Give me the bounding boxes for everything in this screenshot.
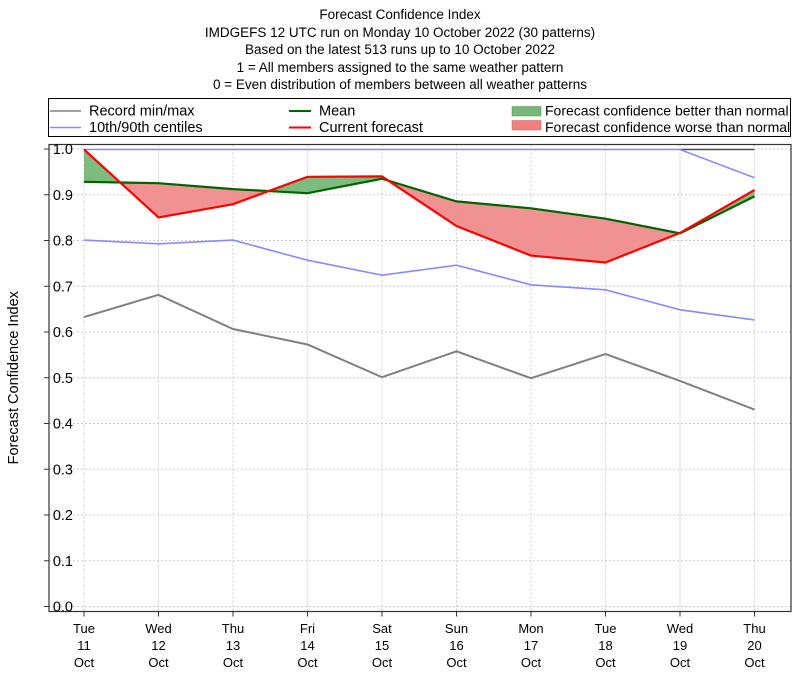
svg-text:Forecast confidence worse than: Forecast confidence worse than normal bbox=[545, 119, 790, 135]
svg-text:Oct: Oct bbox=[372, 655, 393, 670]
svg-text:10th/90th centiles: 10th/90th centiles bbox=[89, 120, 203, 136]
svg-text:13: 13 bbox=[226, 638, 240, 653]
svg-text:Oct: Oct bbox=[148, 655, 169, 670]
svg-text:Sun: Sun bbox=[445, 621, 468, 636]
svg-text:12: 12 bbox=[151, 638, 165, 653]
svg-text:Thu: Thu bbox=[222, 621, 244, 636]
svg-text:0.3: 0.3 bbox=[53, 462, 73, 478]
svg-text:Mean: Mean bbox=[319, 104, 355, 120]
svg-text:16: 16 bbox=[449, 638, 463, 653]
svg-text:Oct: Oct bbox=[74, 655, 95, 670]
svg-text:Oct: Oct bbox=[595, 655, 616, 670]
svg-text:Tue: Tue bbox=[595, 621, 617, 636]
svg-text:Oct: Oct bbox=[223, 655, 244, 670]
svg-text:Mon: Mon bbox=[518, 621, 543, 636]
svg-text:Thu: Thu bbox=[743, 621, 765, 636]
svg-text:0.0: 0.0 bbox=[53, 600, 73, 616]
svg-text:Oct: Oct bbox=[446, 655, 467, 670]
svg-text:Oct: Oct bbox=[744, 655, 765, 670]
svg-text:0.5: 0.5 bbox=[53, 371, 73, 387]
svg-text:19: 19 bbox=[673, 638, 687, 653]
svg-text:1.0: 1.0 bbox=[53, 142, 73, 158]
svg-text:0.7: 0.7 bbox=[53, 279, 73, 295]
svg-text:20: 20 bbox=[747, 638, 761, 653]
svg-text:15: 15 bbox=[375, 638, 389, 653]
svg-text:Wed: Wed bbox=[667, 621, 694, 636]
svg-text:14: 14 bbox=[300, 638, 314, 653]
svg-text:11: 11 bbox=[77, 638, 91, 653]
svg-text:0.8: 0.8 bbox=[53, 234, 73, 250]
svg-text:Record min/max: Record min/max bbox=[89, 104, 195, 120]
svg-text:0.4: 0.4 bbox=[53, 417, 73, 433]
svg-text:Tue: Tue bbox=[73, 621, 95, 636]
svg-text:0.6: 0.6 bbox=[53, 325, 73, 341]
svg-text:17: 17 bbox=[524, 638, 538, 653]
svg-text:0.1: 0.1 bbox=[53, 554, 73, 570]
svg-text:Oct: Oct bbox=[521, 655, 542, 670]
svg-text:Forecast confidence better tha: Forecast confidence better than normal bbox=[545, 103, 789, 119]
svg-text:Fri: Fri bbox=[300, 621, 315, 636]
svg-text:Oct: Oct bbox=[670, 655, 691, 670]
svg-text:Current forecast: Current forecast bbox=[319, 120, 423, 136]
svg-text:18: 18 bbox=[598, 638, 612, 653]
svg-text:Forecast Confidence Index: Forecast Confidence Index bbox=[6, 290, 22, 464]
svg-text:0.2: 0.2 bbox=[53, 508, 73, 524]
svg-text:Oct: Oct bbox=[297, 655, 318, 670]
svg-text:Wed: Wed bbox=[145, 621, 172, 636]
svg-text:Sat: Sat bbox=[372, 621, 392, 636]
svg-text:0.9: 0.9 bbox=[53, 188, 73, 204]
